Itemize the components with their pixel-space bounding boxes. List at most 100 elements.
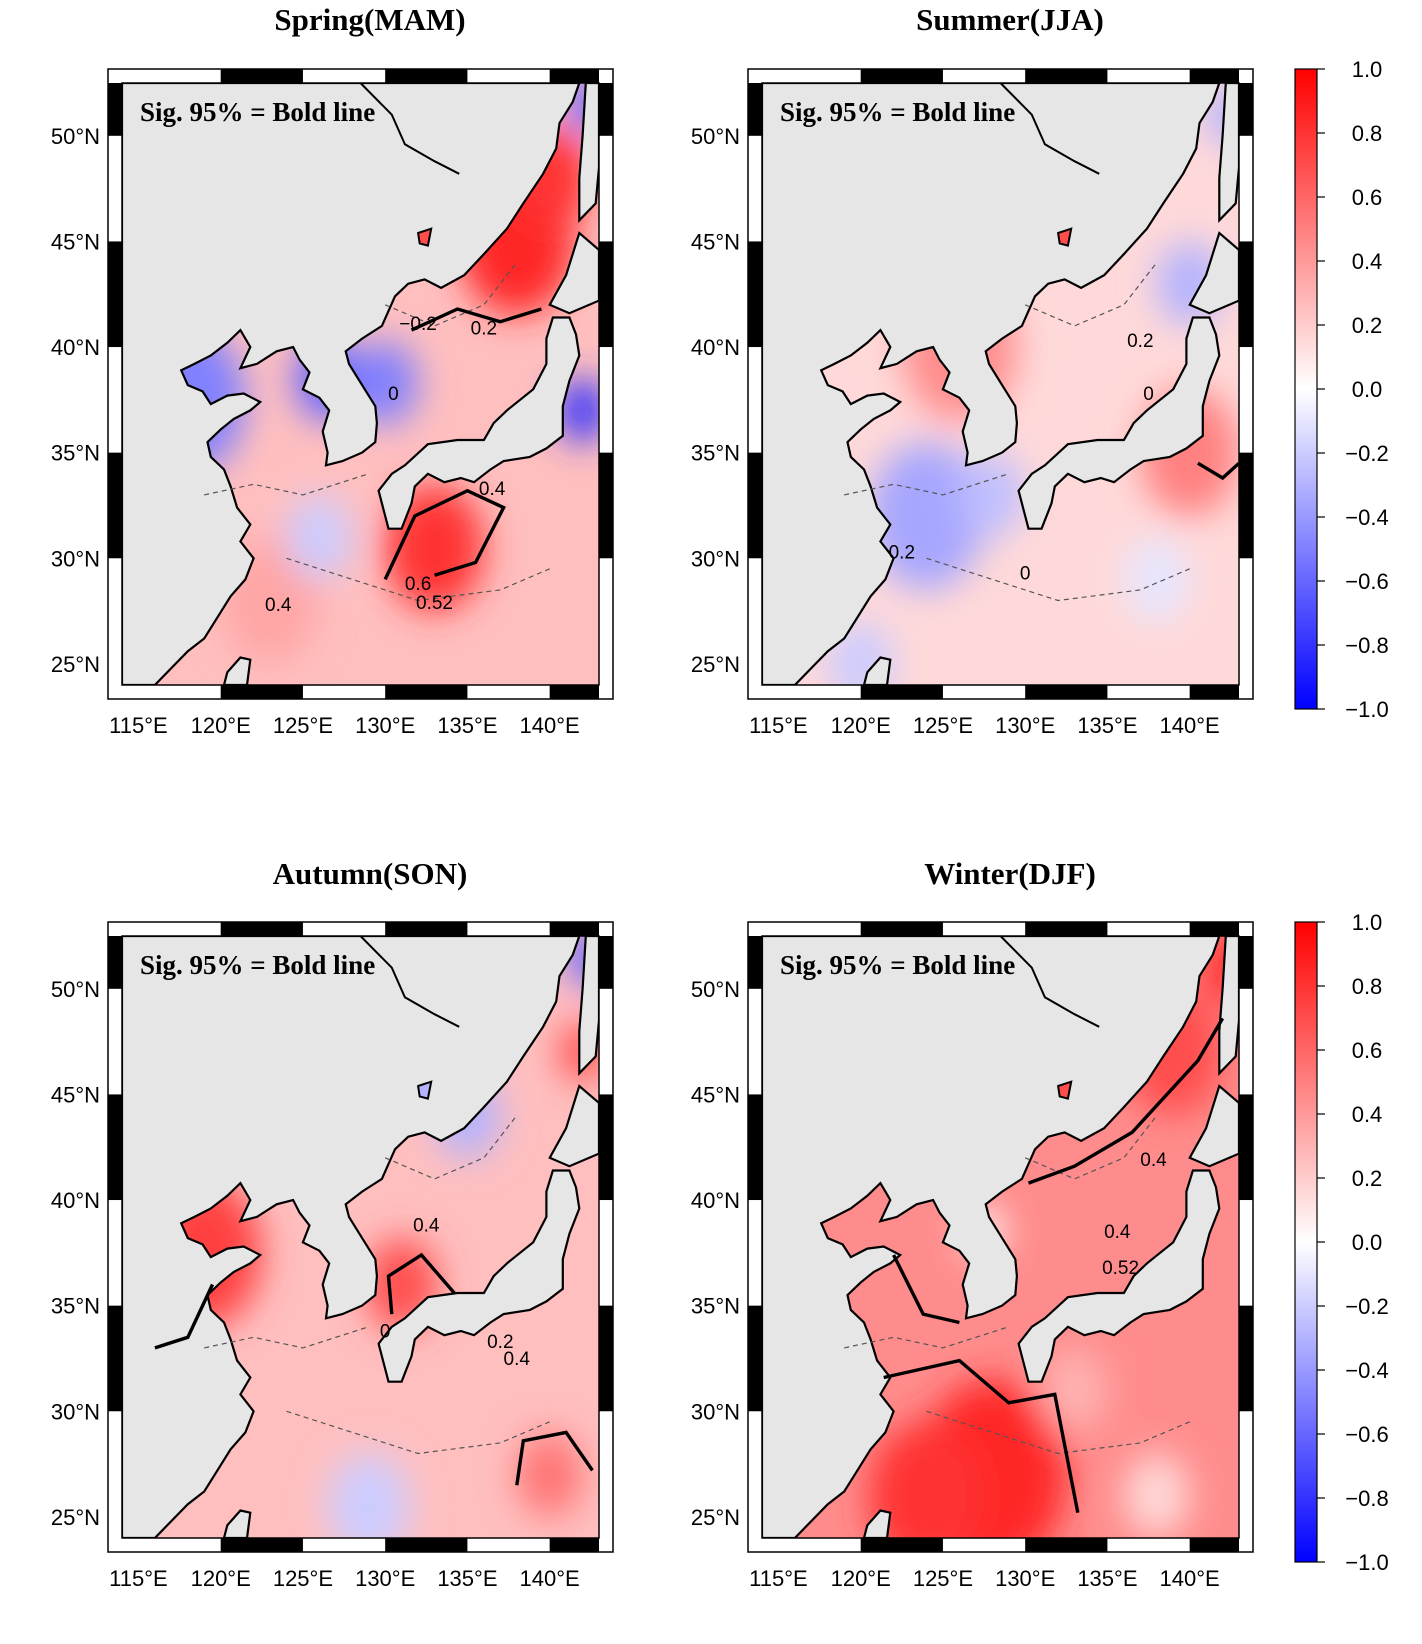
map-frame-inner	[761, 935, 1240, 1539]
y-tick-label: 45°N	[691, 229, 740, 254]
significance-note: Sig. 95% = Bold line	[140, 950, 375, 980]
contour-label: 0.6	[405, 574, 431, 595]
taiwan-land	[862, 1509, 892, 1538]
contour-label: 0	[380, 1321, 391, 1342]
contour-label: 0.4	[1140, 1150, 1167, 1171]
colorbar-gradient	[1294, 68, 1318, 710]
field-blob	[557, 378, 599, 443]
colorbar-tick-label: −0.4	[1345, 505, 1388, 530]
colorbar-tick-label: 1.0	[1352, 57, 1383, 82]
frame-tick-bar	[108, 1094, 122, 1201]
map-frame-outer	[747, 68, 1254, 700]
x-tick-label: 115°E	[109, 1566, 168, 1591]
contour-label: 0.2	[471, 318, 497, 339]
colorbar-tick-label: −1.0	[1345, 697, 1388, 722]
x-tick-label: 130°E	[995, 713, 1055, 738]
significance-contour	[386, 1252, 456, 1315]
japan-land	[377, 1169, 581, 1383]
river-line	[359, 936, 460, 1028]
y-tick-label: 30°N	[691, 1399, 740, 1424]
contour-label: 0.2	[889, 542, 915, 563]
colorbar-tick-label: −0.8	[1345, 1486, 1388, 1511]
frame-tick-bar	[860, 69, 943, 83]
contour-label: 0	[1143, 384, 1154, 405]
x-tick-label: 125°E	[913, 713, 973, 738]
contour-line	[926, 557, 1190, 602]
correlation-field	[122, 936, 599, 1538]
x-tick-label: 135°E	[1077, 713, 1137, 738]
colorbar-tick-label: −0.2	[1345, 1294, 1388, 1319]
frame-tick-bar	[599, 241, 613, 348]
frame-tick-bar	[748, 452, 762, 559]
contour-label: 0.2	[1127, 331, 1153, 352]
frame-tick-bar	[1239, 936, 1253, 989]
contour-label: 0.4	[479, 479, 506, 500]
frame-tick-bar	[549, 922, 599, 936]
river-line	[999, 83, 1100, 175]
y-tick-label: 45°N	[51, 1082, 100, 1107]
y-tick-label: 50°N	[51, 124, 100, 149]
frame-tick-bar	[1025, 69, 1108, 83]
x-tick-label: 130°E	[995, 1566, 1055, 1591]
significance-note: Sig. 95% = Bold line	[780, 950, 1015, 980]
colorbar-tick-label: 0.2	[1352, 1166, 1383, 1191]
frame-tick-bar	[108, 452, 122, 559]
frame-tick-bar	[860, 922, 943, 936]
panel-title-winter: Winter(DJF)	[924, 856, 1096, 891]
hokkaido-land	[548, 1084, 599, 1168]
contour-line	[844, 1326, 1009, 1349]
frame-tick-bar	[108, 1305, 122, 1412]
colorbar-tick-label: 0.2	[1352, 313, 1383, 338]
frame-tick-bar	[748, 936, 762, 989]
map-panel-spring: −0.2 0.2 0 0.4 0.60.52 0.4 Sig. 95% = Bold lin…	[51, 68, 614, 738]
field-blob	[516, 1432, 583, 1517]
field-blob	[868, 1421, 985, 1538]
panel-title-summer: Summer(JJA)	[916, 2, 1104, 37]
significance-contour	[515, 1430, 594, 1486]
frame-tick-bar	[1189, 69, 1239, 83]
frame-tick-bar	[220, 1538, 303, 1552]
lake-khanka	[416, 1080, 433, 1100]
frame-tick-bar	[1239, 1094, 1253, 1201]
frame-tick-bar	[748, 241, 762, 348]
sakhalin-land	[1218, 83, 1239, 224]
x-tick-label: 125°E	[273, 1566, 333, 1591]
frame-tick-bar	[1239, 241, 1253, 348]
y-tick-label: 50°N	[691, 124, 740, 149]
colorbar-tick-label: −0.6	[1345, 1422, 1388, 1447]
taiwan-land	[222, 656, 252, 685]
frame-tick-bar	[599, 1305, 613, 1412]
significance-note: Sig. 95% = Bold line	[780, 97, 1015, 127]
y-tick-label: 45°N	[691, 1082, 740, 1107]
contour-line	[926, 1410, 1190, 1455]
panel-title-autumn: Autumn(SON)	[272, 856, 468, 891]
x-tick-label: 140°E	[520, 1566, 580, 1591]
contour-line	[204, 473, 369, 496]
frame-tick-bar	[1025, 685, 1108, 699]
x-tick-label: 140°E	[1160, 1566, 1220, 1591]
map-frame-inner	[121, 82, 600, 686]
y-tick-label: 40°N	[51, 335, 100, 360]
x-tick-label: 120°E	[831, 1566, 891, 1591]
colorbar-tick-label: 0.6	[1352, 185, 1383, 210]
lake-khanka	[416, 227, 433, 247]
land-mass	[762, 83, 1221, 685]
frame-tick-bar	[1025, 922, 1108, 936]
taiwan-land	[222, 1509, 252, 1538]
y-tick-label: 30°N	[691, 546, 740, 571]
field-blob	[1041, 1347, 1108, 1433]
field-blob	[385, 484, 484, 612]
frame-tick-bar	[599, 1094, 613, 1201]
colorbar-tick-label: 0.8	[1352, 121, 1383, 146]
correlation-field	[762, 83, 1239, 685]
frame-tick-bar	[108, 936, 122, 989]
contour-label: 0	[388, 384, 399, 405]
hokkaido-land	[1188, 231, 1239, 315]
frame-tick-bar	[1025, 1538, 1108, 1552]
japan-land	[1017, 316, 1221, 530]
field-blob	[959, 452, 1026, 538]
colorbar-tick-label: −1.0	[1345, 1550, 1388, 1575]
frame-tick-bar	[1239, 452, 1253, 559]
colorbar-tick-label: −0.4	[1345, 1358, 1388, 1383]
contour-label: 0.2	[487, 1332, 513, 1353]
